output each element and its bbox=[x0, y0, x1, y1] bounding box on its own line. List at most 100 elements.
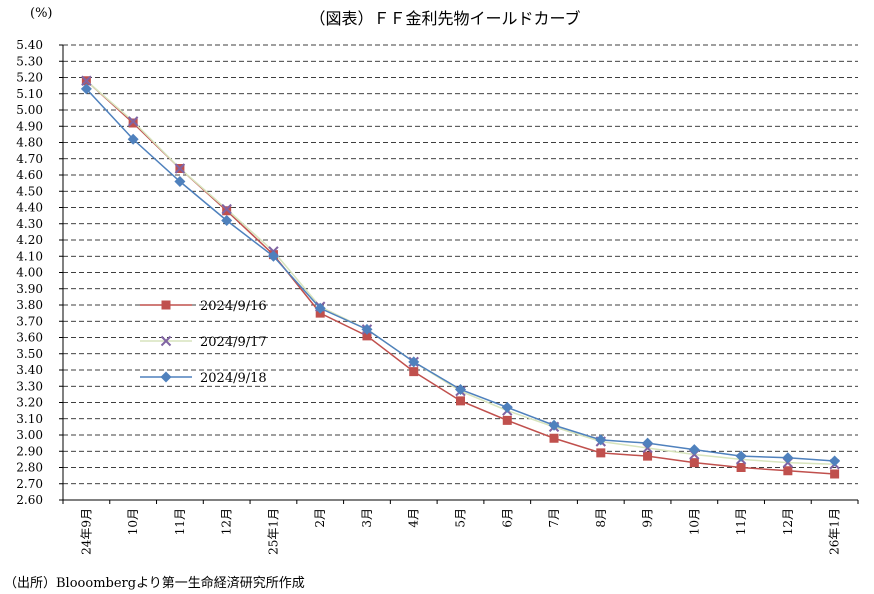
data-point bbox=[221, 203, 232, 215]
data-point bbox=[455, 384, 466, 395]
data-point bbox=[595, 434, 607, 446]
axes bbox=[59, 44, 859, 504]
data-point bbox=[314, 302, 326, 314]
x-tick-label: 5月 bbox=[454, 508, 468, 528]
data-point bbox=[128, 118, 138, 128]
data-point bbox=[502, 415, 512, 425]
y-tick-label: 5.10 bbox=[16, 87, 43, 101]
data-point bbox=[688, 444, 700, 456]
legend-entry: 2024/9/16 bbox=[140, 299, 267, 314]
data-point bbox=[267, 250, 279, 262]
legend-label: 2024/9/18 bbox=[200, 371, 267, 386]
data-point bbox=[643, 451, 653, 461]
data-point bbox=[361, 323, 373, 335]
y-tick-label: 3.60 bbox=[16, 331, 43, 345]
data-point bbox=[596, 448, 606, 458]
y-tick-label: 3.30 bbox=[16, 379, 43, 393]
y-tick-label: 4.40 bbox=[16, 201, 43, 215]
y-tick-label: 5.20 bbox=[16, 71, 43, 85]
x-tick-label: 24年9月 bbox=[79, 508, 93, 555]
legend-entry: 2024/9/18 bbox=[140, 371, 267, 386]
data-point bbox=[174, 176, 186, 187]
grid-lines bbox=[63, 44, 858, 485]
data-point bbox=[127, 116, 139, 127]
data-point bbox=[221, 215, 233, 226]
data-point bbox=[174, 163, 186, 174]
y-tick-label: 3.00 bbox=[16, 428, 43, 442]
legend: 2024/9/16 2024/9/17 2024/9/18 bbox=[140, 299, 267, 386]
data-point bbox=[408, 356, 420, 368]
data-point bbox=[782, 452, 794, 464]
y-tick-label: 3.40 bbox=[16, 363, 43, 377]
legend-marker bbox=[161, 300, 171, 310]
x-tick-label: 11月 bbox=[734, 508, 748, 535]
x-tick-labels: 24年9月 10月 11月 12月 25年1月 2月 3月 4月 5月 6月 7月 8月 9月 10月 11… bbox=[79, 508, 841, 555]
series-2024/9/18 bbox=[80, 83, 841, 467]
x-tick-label: 4月 bbox=[407, 508, 421, 528]
y-tick-label: 3.20 bbox=[16, 396, 43, 410]
x-tick-label: 9月 bbox=[641, 508, 655, 528]
chart-title: （図表）ＦＦ金利先物イールドカーブ bbox=[309, 9, 580, 28]
data-point bbox=[548, 419, 560, 431]
legend-marker bbox=[160, 335, 172, 347]
data-point bbox=[81, 75, 92, 86]
y-tick-label: 4.20 bbox=[16, 233, 43, 247]
legend-label: 2024/9/16 bbox=[200, 299, 267, 314]
y-tick-label: 2.60 bbox=[16, 493, 43, 507]
x-tick-label: 11月 bbox=[173, 508, 187, 535]
x-tick-label: 6月 bbox=[500, 508, 514, 528]
y-tick-label: 3.90 bbox=[16, 282, 43, 296]
data-point bbox=[501, 401, 513, 413]
y-tick-label: 4.90 bbox=[16, 119, 43, 133]
y-tick-label: 4.10 bbox=[16, 249, 43, 263]
x-tick-label: 7月 bbox=[547, 508, 561, 528]
data-point bbox=[783, 466, 793, 476]
x-tick-label: 10月 bbox=[126, 508, 140, 535]
source-note: （出所）Blooombergより第一生命経済研究所作成 bbox=[4, 575, 305, 591]
data-point bbox=[80, 83, 92, 95]
y-axis-unit-label: (%) bbox=[30, 6, 53, 21]
y-tick-label: 5.40 bbox=[16, 38, 43, 52]
legend-label: 2024/9/17 bbox=[200, 335, 267, 350]
data-point bbox=[830, 469, 840, 479]
y-tick-label: 2.80 bbox=[16, 461, 43, 475]
data-point bbox=[735, 450, 747, 462]
data-point bbox=[549, 433, 559, 443]
data-point bbox=[362, 331, 372, 341]
legend-marker bbox=[160, 371, 172, 383]
x-tick-label: 26年1月 bbox=[828, 508, 842, 555]
x-tick-label: 25年1月 bbox=[266, 508, 280, 555]
data-point bbox=[689, 458, 699, 468]
data-point bbox=[127, 133, 139, 145]
data-series bbox=[80, 75, 841, 479]
y-tick-label: 3.80 bbox=[16, 298, 43, 312]
series-line bbox=[85, 80, 835, 475]
series-2024/9/16 bbox=[81, 76, 840, 479]
y-tick-label: 2.90 bbox=[16, 444, 43, 458]
x-tick-label: 12月 bbox=[781, 508, 795, 535]
data-point bbox=[456, 396, 465, 406]
data-point bbox=[222, 206, 232, 216]
y-tick-label: 3.50 bbox=[16, 347, 43, 361]
y-tick-label: 4.80 bbox=[16, 136, 43, 150]
y-tick-label: 5.30 bbox=[16, 54, 43, 68]
y-tick-label: 4.60 bbox=[16, 168, 43, 182]
data-point bbox=[642, 437, 654, 449]
data-point bbox=[736, 463, 746, 472]
y-tick-label: 4.30 bbox=[16, 217, 43, 231]
data-point bbox=[409, 367, 419, 377]
x-tick-label: 3月 bbox=[360, 508, 374, 528]
x-tick-label: 10月 bbox=[687, 508, 701, 535]
y-tick-label: 3.10 bbox=[16, 412, 43, 426]
data-point bbox=[829, 455, 841, 467]
x-tick-label: 8月 bbox=[594, 508, 608, 528]
y-tick-label: 4.70 bbox=[16, 152, 43, 166]
x-tick-label: 12月 bbox=[220, 508, 234, 535]
y-tick-labels: 2.60 2.70 2.80 2.90 3.00 3.10 3.20 3.30 3.40 3.50… bbox=[16, 38, 43, 507]
legend-entry: 2024/9/17 bbox=[140, 335, 267, 350]
y-tick-label: 4.00 bbox=[16, 266, 43, 280]
y-tick-label: 4.50 bbox=[16, 184, 43, 198]
y-tick-label: 5.00 bbox=[16, 103, 43, 117]
x-tick-label: 2月 bbox=[313, 508, 327, 528]
